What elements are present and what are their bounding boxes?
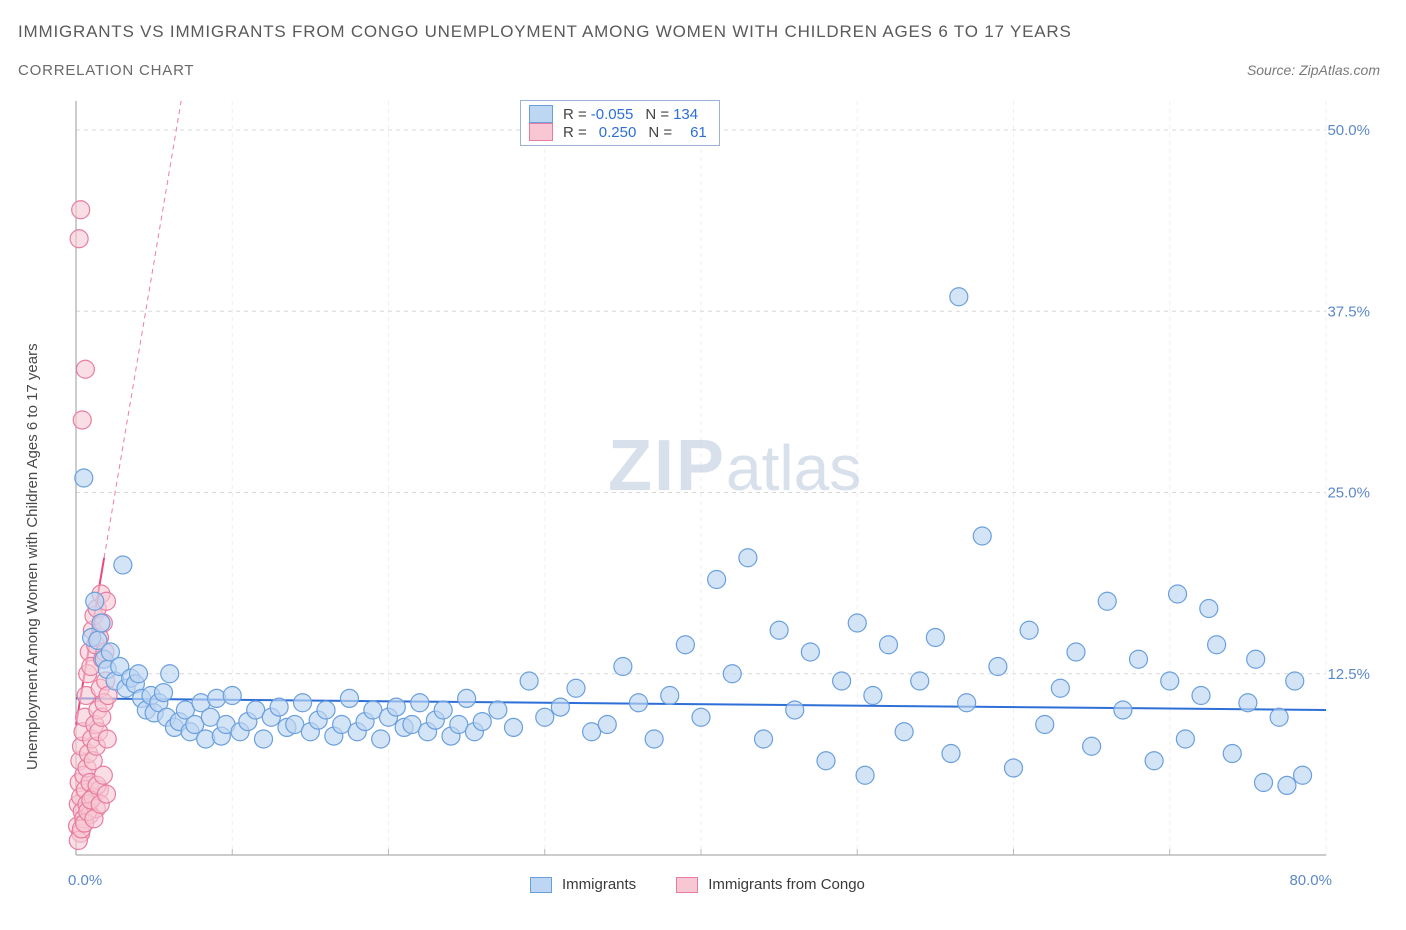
r-label: R = [563, 106, 587, 123]
n-label: N = [648, 124, 672, 141]
legend-label-congo: Immigrants from Congo [708, 876, 865, 893]
source-attribution: Source: ZipAtlas.com [1247, 62, 1380, 78]
svg-text:37.5%: 37.5% [1327, 303, 1370, 320]
legend-label-immigrants: Immigrants [562, 876, 636, 893]
series-legend: Immigrants Immigrants from Congo [530, 876, 865, 893]
stats-legend-row: R = 0.250 N = 61 [529, 123, 709, 141]
r-value-immigrants: -0.055 [591, 106, 634, 123]
chart-title-line2: CORRELATION CHART [18, 62, 194, 79]
chart-svg: 12.5% 25.0% 37.5% 50.0% 0.0% 80.0% [58, 95, 1374, 893]
legend-swatch-congo [676, 877, 698, 893]
scatter-plot: 12.5%25.0%37.5%50.0%0.0%80.0% ZIPatlas [58, 95, 1374, 893]
svg-text:0.0%: 0.0% [68, 872, 102, 889]
n-label: N = [645, 106, 669, 123]
r-value-congo: 0.250 [599, 124, 637, 141]
r-label: R = [563, 124, 587, 141]
svg-text:50.0%: 50.0% [1327, 122, 1370, 139]
legend-swatch-congo [529, 123, 553, 141]
stats-legend-row: R = -0.055 N = 134 [529, 105, 709, 123]
legend-swatch-immigrants [529, 105, 553, 123]
legend-swatch-immigrants [530, 877, 552, 893]
svg-text:12.5%: 12.5% [1327, 666, 1370, 683]
svg-text:25.0%: 25.0% [1327, 485, 1370, 502]
y-axis-label: Unemployment Among Women with Children A… [24, 343, 41, 770]
n-value-congo: 61 [690, 124, 707, 141]
svg-text:80.0%: 80.0% [1289, 872, 1332, 889]
n-value-immigrants: 134 [673, 106, 698, 123]
chart-title-line1: IMMIGRANTS VS IMMIGRANTS FROM CONGO UNEM… [18, 22, 1072, 42]
stats-legend: R = -0.055 N = 134 R = 0.250 N = 61 [520, 100, 720, 146]
